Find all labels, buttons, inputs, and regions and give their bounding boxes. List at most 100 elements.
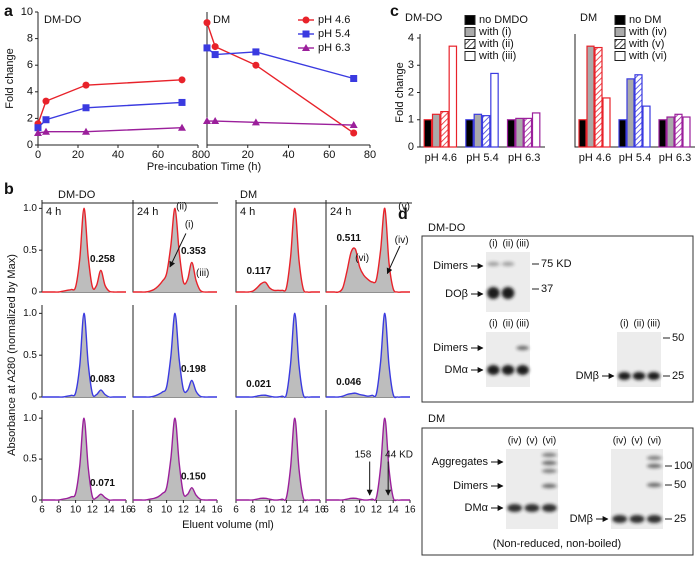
data-label: 0.117 xyxy=(246,266,271,277)
y-tick-label: 6 xyxy=(27,59,33,71)
legend-label: pH 4.6 xyxy=(318,14,350,26)
line xyxy=(236,207,320,293)
area xyxy=(133,208,217,293)
bar xyxy=(448,45,458,148)
x-tick-label: 14 xyxy=(298,505,310,516)
y-tick-label: 8 xyxy=(27,33,33,45)
axis xyxy=(37,12,198,146)
x-tick-label: pH 6.3 xyxy=(508,152,540,164)
bar xyxy=(523,117,533,148)
band xyxy=(541,468,557,474)
line xyxy=(206,47,354,80)
line xyxy=(206,22,355,134)
blot xyxy=(486,252,530,312)
group-title: DM xyxy=(428,413,445,425)
data-label: 0.071 xyxy=(90,478,115,489)
lane-label: (ii) xyxy=(633,319,644,330)
x-tick-label: 60 xyxy=(323,149,335,161)
area xyxy=(42,418,126,501)
bar xyxy=(531,112,541,148)
annotation: (iv) xyxy=(395,235,409,246)
annotation: (ii) xyxy=(176,201,187,212)
lane-label: (iii) xyxy=(516,319,529,330)
band xyxy=(487,365,500,375)
legend-swatch xyxy=(464,15,476,25)
area xyxy=(236,418,320,501)
chart-title: 24 h xyxy=(330,206,351,218)
size-label: 37 xyxy=(541,283,553,295)
marker xyxy=(211,43,219,51)
line xyxy=(236,312,320,399)
y-tick-label: 1 xyxy=(408,114,414,126)
marker xyxy=(211,51,219,59)
legend-swatch xyxy=(464,27,476,37)
line xyxy=(326,312,410,399)
band xyxy=(541,504,557,512)
area xyxy=(133,418,217,501)
x-tick-label: 8 xyxy=(340,505,346,516)
y-tick-label: 1.0 xyxy=(23,308,37,319)
band-label: DMα xyxy=(465,502,489,514)
group-title: DM-DO xyxy=(58,189,96,201)
band xyxy=(516,345,529,351)
bar xyxy=(626,78,635,148)
legend-swatch xyxy=(614,51,626,61)
x-tick-label: 40 xyxy=(112,149,124,161)
group-title: DM xyxy=(240,189,257,201)
bar xyxy=(634,74,643,148)
x-tick-label: 60 xyxy=(152,149,164,161)
x-tick-label: 10 xyxy=(264,505,276,516)
marker xyxy=(211,117,220,125)
data-label: 0.083 xyxy=(90,374,115,385)
size-label: 25 xyxy=(672,370,684,382)
band xyxy=(629,515,645,523)
data-label: 0.511 xyxy=(336,233,361,244)
legend-label: pH 5.4 xyxy=(318,28,350,40)
annotation: 158 xyxy=(355,450,372,461)
y-tick-label: 4 xyxy=(27,86,33,98)
annotation: (v) xyxy=(398,201,410,212)
x-axis-label: Eluent volume (ml) xyxy=(182,519,274,531)
gel-box xyxy=(421,427,694,556)
lane-label: (i) xyxy=(489,319,498,330)
bar xyxy=(490,72,499,148)
x-tick-label: 0 xyxy=(204,149,210,161)
y-tick-label: 2 xyxy=(27,112,33,124)
size-label: 75 KD xyxy=(541,258,572,270)
annotation: (vi) xyxy=(355,253,369,264)
line xyxy=(37,79,183,124)
y-axis-label: Fold change xyxy=(4,48,16,109)
lane-label: (v) xyxy=(526,436,538,447)
bar xyxy=(431,113,441,148)
marker xyxy=(203,19,211,27)
legend-swatch xyxy=(464,51,476,61)
marker xyxy=(349,121,358,129)
bar xyxy=(465,119,474,148)
marker xyxy=(82,104,90,112)
line xyxy=(235,417,320,502)
size-label: 50 xyxy=(674,479,686,491)
area xyxy=(133,313,217,398)
bar xyxy=(506,119,516,148)
bar xyxy=(578,119,587,148)
legend-label: pH 6.3 xyxy=(318,42,350,54)
band xyxy=(501,261,515,267)
legend-swatch xyxy=(614,27,626,37)
x-tick-label: 80 xyxy=(192,149,204,161)
y-tick-label: 1.0 xyxy=(23,203,37,214)
lane-label: (vi) xyxy=(647,436,661,447)
legend-marker xyxy=(302,44,310,51)
panel-label: c xyxy=(390,3,399,20)
x-tick-label: 14 xyxy=(388,505,400,516)
x-tick-label: 40 xyxy=(282,149,294,161)
area xyxy=(326,313,410,398)
bar xyxy=(618,119,627,148)
band xyxy=(501,365,515,375)
y-tick-label: 0 xyxy=(31,392,37,403)
gel-box xyxy=(421,235,694,403)
marker xyxy=(82,81,90,89)
x-tick-label: 6 xyxy=(323,505,329,516)
lane-label: (v) xyxy=(631,436,643,447)
legend-label: with (vi) xyxy=(628,50,667,62)
bar xyxy=(515,117,524,148)
